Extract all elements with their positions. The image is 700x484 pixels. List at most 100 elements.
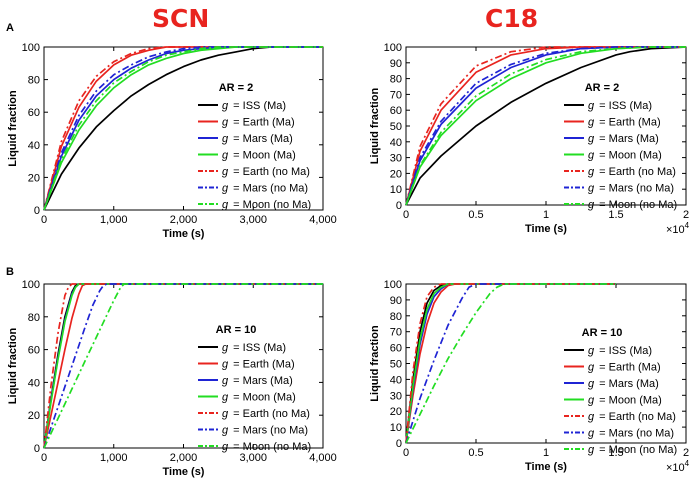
- x-tick-label: 1: [543, 209, 549, 221]
- x-tick-label: 2: [683, 447, 689, 459]
- legend-g-symbol: g: [222, 199, 229, 211]
- legend-entry-label: = ISS (Ma): [230, 100, 286, 112]
- legend-entry-label: = Moon (Ma): [596, 150, 662, 162]
- legend-entry-label: = Mars (Ma): [230, 375, 293, 387]
- y-tick-label: 40: [390, 374, 402, 386]
- legend-entry-label: = Earth (no Ma): [596, 166, 676, 178]
- y-tick-label: 20: [28, 410, 40, 422]
- y-tick-label: 10: [390, 184, 402, 196]
- series-line-6: [43, 283, 323, 449]
- legend-ar-label: AR = 2: [585, 82, 620, 94]
- y-tick-label: 40: [28, 140, 40, 152]
- legend-entry-label: = Mars (Ma): [596, 378, 659, 390]
- legend-g-symbol: g: [588, 345, 595, 357]
- y-tick-label: 80: [390, 74, 402, 86]
- legend-entry-label: = Moon (Ma): [596, 395, 662, 407]
- y-tick-label: 20: [390, 406, 402, 418]
- column-title-scn: SCN: [152, 4, 210, 33]
- x-tick-label: 0: [41, 214, 47, 226]
- legend-g-symbol: g: [588, 378, 595, 390]
- y-tick-label: 100: [384, 42, 402, 54]
- legend-g-symbol: g: [588, 444, 595, 456]
- x-tick-label: 3,000: [239, 214, 267, 226]
- legend-entry: g = Earth (Ma): [222, 117, 295, 129]
- y-tick-label: 0: [396, 200, 402, 212]
- x-tick-label: 2,000: [170, 214, 198, 226]
- legend-g-symbol: g: [588, 362, 595, 374]
- y-tick-label: 20: [390, 168, 402, 180]
- y-tick-label: 70: [390, 327, 402, 339]
- legend-entry: g = Moon (no Ma): [222, 441, 311, 453]
- legend-entry: g = Mars (Ma): [588, 133, 659, 145]
- series-line-6: [405, 283, 616, 444]
- y-tick-label: 40: [28, 377, 40, 389]
- y-axis-label: Liquid fraction: [7, 328, 19, 405]
- legend-entry: g = Moon (Ma): [222, 150, 296, 162]
- y-tick-label: 60: [390, 105, 402, 117]
- legend-entry: g = ISS (Ma): [222, 342, 286, 354]
- column-title-c18: C18: [485, 4, 539, 33]
- legend-g-symbol: g: [588, 199, 595, 211]
- legend-g-symbol: g: [222, 150, 229, 162]
- y-tick-label: 30: [390, 153, 402, 165]
- x-tick-label: 4,000: [309, 214, 337, 226]
- y-tick-label: 80: [390, 311, 402, 323]
- legend-entry: g = Moon (Ma): [588, 150, 662, 162]
- legend-g-symbol: g: [588, 117, 595, 129]
- y-axis-label: Liquid fraction: [369, 325, 381, 402]
- legend-g-symbol: g: [588, 395, 595, 407]
- legend-entry: g = ISS (Ma): [588, 345, 652, 357]
- legend-entry: g = Earth (no Ma): [222, 166, 310, 178]
- series-line-4: [43, 283, 323, 449]
- legend-g-symbol: g: [222, 375, 229, 387]
- series-line-4: [405, 283, 616, 444]
- plot-area: [405, 46, 687, 206]
- x-tick-label: 1,000: [100, 214, 128, 226]
- legend-ar-label: AR = 10: [582, 327, 623, 339]
- x-tick-label: 0: [41, 452, 47, 464]
- legend-entry: g = Moon (no Ma): [588, 444, 677, 456]
- legend-entry: g = ISS (Ma): [222, 100, 286, 112]
- legend-g-symbol: g: [588, 133, 595, 145]
- legend-entry-label: = ISS (Ma): [230, 342, 286, 354]
- y-tick-label: 90: [390, 58, 402, 70]
- x-exponent-power: 4: [685, 221, 690, 230]
- x-tick-label: 1,000: [100, 452, 128, 464]
- legend-entry-label: = ISS (Ma): [596, 100, 652, 112]
- legend-g-symbol: g: [222, 133, 229, 145]
- y-tick-label: 30: [390, 390, 402, 402]
- legend-entry: g = Moon (no Ma): [222, 199, 311, 211]
- x-tick-label: 0: [403, 447, 409, 459]
- legend-entry: g = Earth (no Ma): [588, 411, 676, 423]
- legend-entry: g = Mars (Ma): [588, 378, 659, 390]
- legend-g-symbol: g: [222, 166, 229, 178]
- legend-entry-label: = Earth (no Ma): [596, 411, 676, 423]
- x-tick-label: 2,000: [170, 452, 198, 464]
- legend-entry-label: = Mars (no Ma): [596, 183, 674, 195]
- x-tick-label: 4,000: [309, 452, 337, 464]
- y-tick-label: 10: [390, 422, 402, 434]
- x-tick-label: 2: [683, 209, 689, 221]
- y-tick-label: 60: [390, 343, 402, 355]
- legend-entry: g = Mars (Ma): [222, 375, 293, 387]
- series-line-3: [43, 283, 323, 449]
- y-tick-label: 20: [28, 172, 40, 184]
- legend-entry: g = Mars (no Ma): [222, 183, 308, 195]
- x-axis-label: Time (s): [163, 228, 205, 240]
- series-line-5: [405, 283, 616, 444]
- row-label-a: A: [6, 22, 14, 34]
- x-tick-label: 1: [543, 447, 549, 459]
- legend: AR = 2g = ISS (Ma)g = Earth (Ma)g = Mars…: [198, 82, 311, 211]
- x-tick-label: 3,000: [239, 452, 267, 464]
- legend-g-symbol: g: [222, 100, 229, 112]
- legend-entry-label: = Moon (no Ma): [230, 441, 311, 453]
- x-exponent-label: ×104: [666, 221, 690, 236]
- legend-entry: g = Moon (Ma): [588, 395, 662, 407]
- y-tick-label: 0: [34, 443, 40, 455]
- x-tick-label: 1.5: [608, 447, 623, 459]
- legend-entry: g = Mars (Ma): [222, 133, 293, 145]
- x-tick-label: 0: [403, 209, 409, 221]
- y-tick-label: 60: [28, 345, 40, 357]
